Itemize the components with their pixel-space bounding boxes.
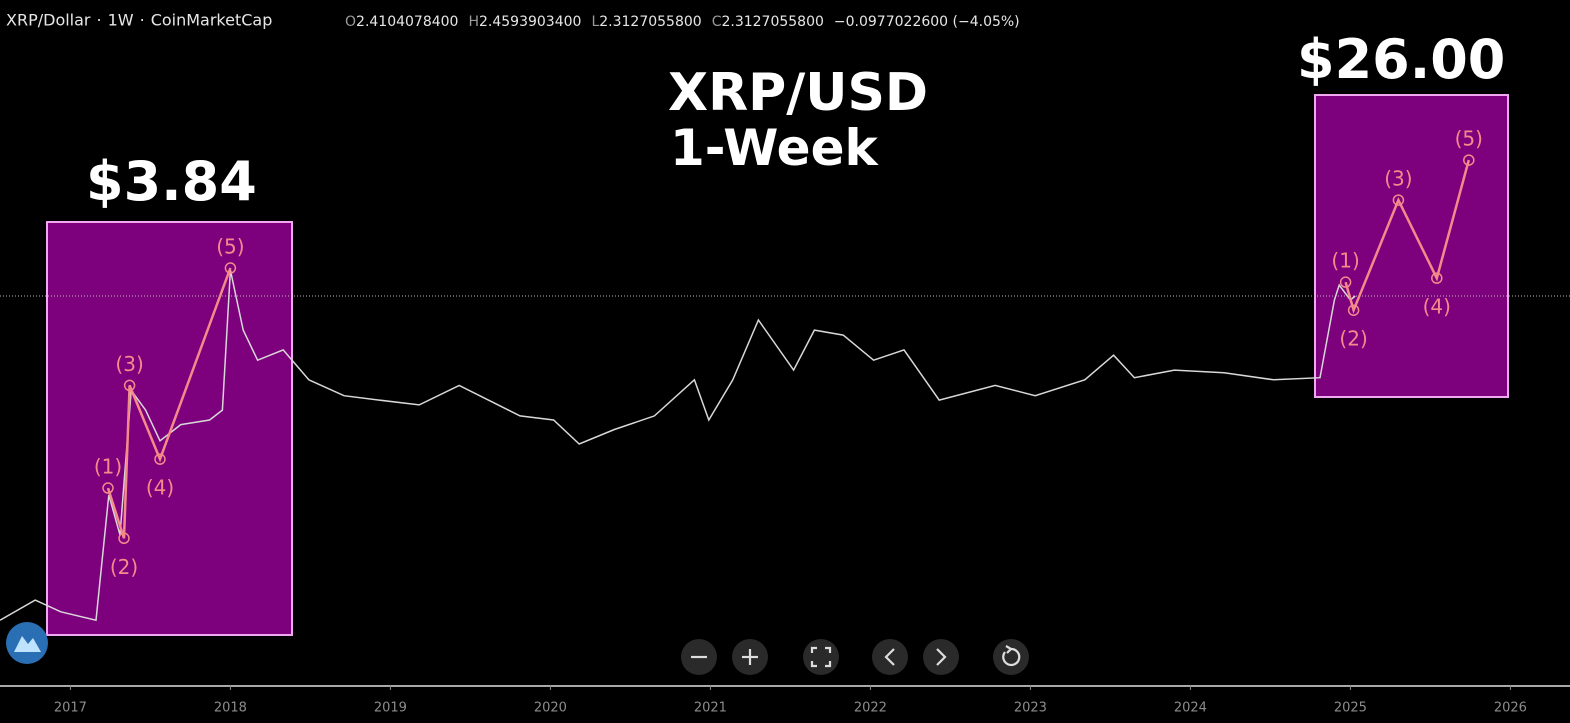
open-label: O [345,14,356,30]
low: 2.3127055800 [599,14,701,30]
wave-label: (1) [94,455,122,479]
wave-line [1344,159,1471,315]
separator: · [140,11,145,30]
wave-label: (5) [216,235,244,259]
separator: · [97,11,102,30]
plot: (1) (2) (3) (4) (5) (1) (2) (3) (4) (5) [0,127,1483,622]
x-tick-label: 2018 [214,701,247,716]
boxes [46,94,1509,636]
wave-point [123,379,136,392]
annotation: $26.00 [1297,28,1505,91]
wave-label: (3) [115,352,143,376]
x-tick-label: 2020 [534,701,567,716]
annotation: $3.84 [86,150,257,213]
scroll-left-button[interactable] [872,639,908,675]
wave-line [106,267,232,539]
wave-label: (5) [1455,127,1483,151]
ohlc: O2.4104078400 H2.4593903400 L2.3127055800 C… [345,14,1020,30]
logo [6,622,48,664]
x-tick-label: 2022 [854,701,887,716]
zoom-out-button[interactable] [681,639,717,675]
wave-label: (4) [146,476,174,500]
wave-point [224,262,237,274]
chart-subtitle: 1-Week [670,119,879,177]
price-line [0,269,1356,622]
x-tick-label: 2025 [1334,701,1367,716]
x-tick-label: 2023 [1014,701,1047,716]
close: 2.3127055800 [721,14,823,30]
wave-point [1347,304,1360,316]
wave-point [102,482,114,494]
wave-box [46,221,293,636]
wave-point [1339,276,1352,288]
wave-label: (2) [110,555,138,579]
x-tick-label: 2026 [1494,701,1527,716]
toolbar [681,639,1029,675]
wave-point [1463,154,1475,166]
low-label: L [591,14,599,30]
wave-label: (3) [1384,167,1412,191]
wave-point [118,532,130,545]
fullscreen-button[interactable] [803,639,839,675]
reset-button[interactable] [993,639,1029,675]
interval: 1W [108,11,134,30]
open: 2.4104078400 [356,14,458,30]
logo-icon [14,636,41,652]
symbol-name: XRP/Dollar [6,11,91,30]
header: XRP/Dollar · 1W · CoinMarketCap O2.410407840… [6,11,1020,31]
source: CoinMarketCap [151,11,273,30]
wave-point [1431,272,1443,284]
symbol: XRP/Dollar · 1W · CoinMarketCap [6,11,272,30]
wave-label: (4) [1423,295,1451,319]
high: 2.4593903400 [479,14,581,30]
high-label: H [468,14,479,30]
x-tick-label: 2021 [694,701,727,716]
x-tick-label: 2019 [374,701,407,716]
wave-point [1392,194,1405,206]
close-label: C [712,14,722,30]
wave-point [154,453,166,465]
chart-title: XRP/USD [668,63,928,123]
wave-label: (1) [1331,249,1359,273]
zoom-in-button[interactable] [732,639,768,675]
scroll-right-button[interactable] [923,639,959,675]
wave-label: (2) [1339,327,1367,351]
wave-box [1314,94,1509,398]
change: −0.0977022600 (−4.05%) [834,14,1020,30]
x-tick-label: 2024 [1174,701,1207,716]
x-tick-label: 2017 [54,701,87,716]
